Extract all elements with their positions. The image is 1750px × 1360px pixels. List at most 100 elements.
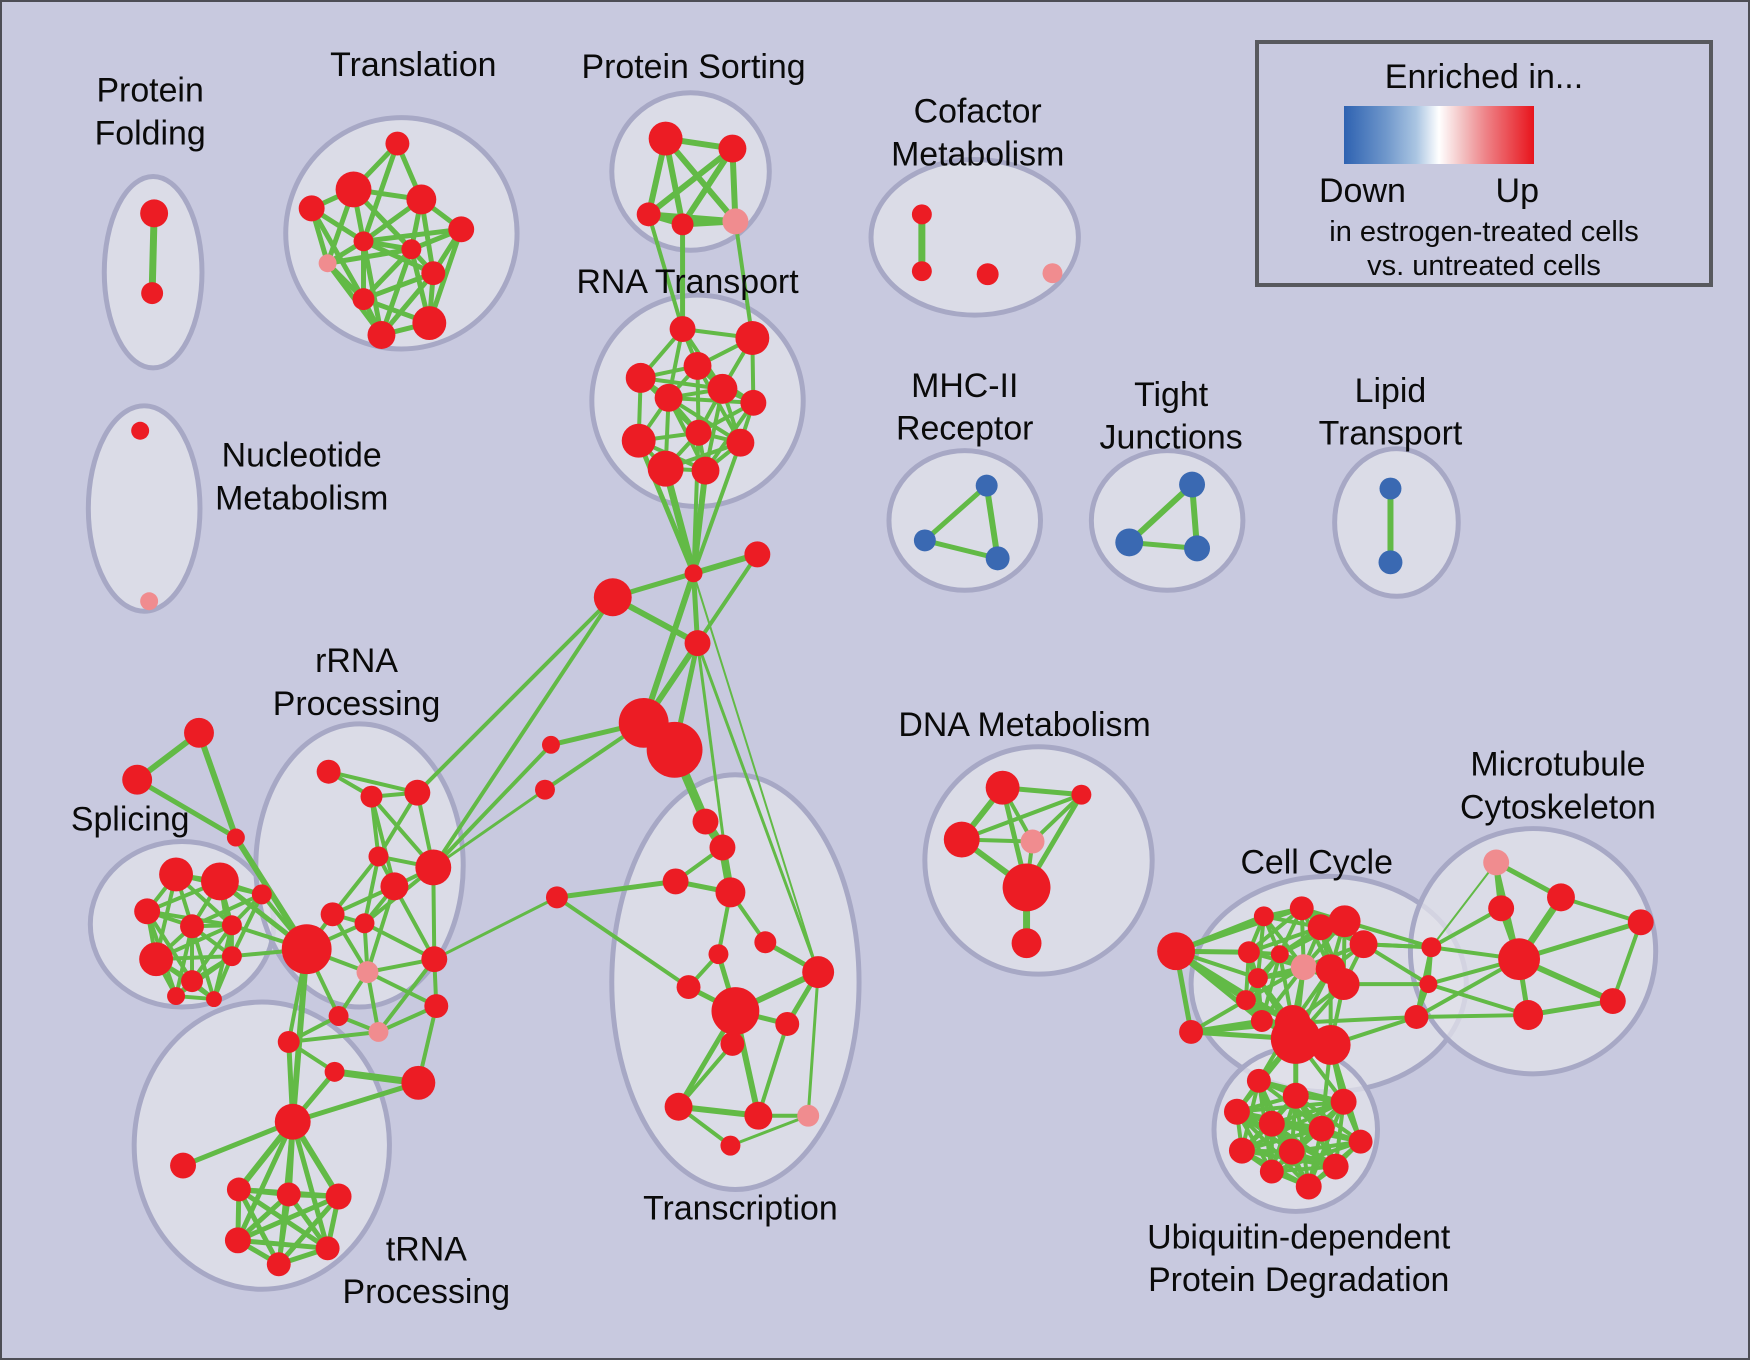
network-edge <box>325 246 414 266</box>
network-edge <box>646 212 685 332</box>
network-edge <box>361 226 464 244</box>
gene-set-node-tj2 <box>1115 528 1144 557</box>
network-edge <box>756 1021 790 1118</box>
cluster-label-translation-line1: Translation <box>330 46 496 84</box>
gene-set-node-f1 <box>541 735 560 754</box>
cluster-label-cofactor-metabolism-line2: Metabolism <box>891 136 1064 174</box>
gene-set-node-cc3 <box>1289 896 1314 921</box>
gene-set-node-tj3 <box>1184 535 1211 562</box>
network-edge <box>235 1193 342 1243</box>
gene-set-node-r11 <box>647 450 684 487</box>
network-edge <box>432 895 559 961</box>
gene-set-node-t9 <box>318 254 337 273</box>
gene-set-node-nm2 <box>140 592 159 611</box>
gene-set-node-t4 <box>406 184 437 215</box>
gene-set-node-tn3 <box>276 1182 301 1207</box>
gene-set-node-cc8 <box>1290 954 1317 981</box>
gene-set-node-rr2 <box>360 785 383 808</box>
gene-set-node-x4 <box>715 877 746 908</box>
gene-set-node-u2 <box>1282 1082 1309 1109</box>
network-edge <box>415 595 615 795</box>
network-edge <box>959 792 1084 842</box>
gene-set-node-mt6 <box>1513 1000 1544 1030</box>
gene-set-node-rr14 <box>401 1065 436 1100</box>
gene-set-node-r5 <box>654 383 683 412</box>
gene-set-node-t11 <box>412 306 447 341</box>
gene-set-node-cc12 <box>1327 968 1360 1001</box>
cluster-label-cell-cycle-line1: Cell Cycle <box>1240 843 1392 881</box>
cluster-label-cofactor-metabolism-line1: Cofactor <box>914 93 1042 131</box>
cluster-label-transcription-line1: Transcription <box>643 1189 838 1227</box>
gene-set-node-r12 <box>691 456 720 485</box>
gene-set-node-pf1 <box>140 199 169 228</box>
gene-set-node-trh <box>274 1103 311 1140</box>
gene-set-node-mh1 <box>975 474 998 497</box>
gene-set-node-d1 <box>985 770 1020 805</box>
network-edge <box>922 483 990 543</box>
gene-set-node-j3 <box>684 630 711 657</box>
network-edge <box>679 145 736 228</box>
network-edge <box>362 854 381 926</box>
network-edge <box>361 246 414 302</box>
network-edge <box>309 205 367 302</box>
gene-set-node-cc1 <box>1179 1019 1204 1044</box>
network-edge <box>431 788 547 869</box>
network-edge <box>1426 982 1531 1018</box>
gene-set-node-t6 <box>401 239 422 260</box>
gene-set-node-ps1 <box>648 121 683 156</box>
gene-set-node-j5 <box>646 721 703 778</box>
gene-set-node-cc5 <box>1328 905 1361 938</box>
gene-set-node-u1 <box>1246 1068 1271 1093</box>
gene-set-node-u4 <box>1223 1098 1250 1125</box>
gene-set-node-cc7 <box>1270 945 1289 964</box>
gene-set-node-tn2 <box>226 1177 251 1202</box>
gene-set-node-m1 <box>744 541 771 568</box>
legend-color-gradient-bar <box>1344 106 1534 164</box>
cluster-label-mhc-ii-receptor-line1: MHC-II <box>911 367 1018 405</box>
network-edge <box>190 923 234 984</box>
legend-box: Enriched in... Down Up in estrogen-treat… <box>1255 40 1713 287</box>
cluster-label-nucleotide-metabolism-line1: Nucleotide <box>222 437 382 475</box>
gene-set-node-mt1 <box>1483 849 1510 876</box>
gene-set-node-d5 <box>1002 863 1051 912</box>
gene-set-node-tn6 <box>315 1236 340 1261</box>
network-edge <box>431 595 615 870</box>
cluster-ellipse-tight-junctions <box>1088 448 1246 593</box>
gene-set-node-rr6 <box>320 902 345 927</box>
network-edge <box>922 537 1001 561</box>
gene-set-node-tr2 <box>122 764 153 795</box>
cluster-label-microtubule-cytoskeleton-line1: Microtubule <box>1470 746 1645 784</box>
network-edge <box>1430 861 1498 949</box>
gene-set-node-mt7 <box>1627 909 1654 936</box>
gene-set-node-mt4 <box>1498 938 1541 981</box>
network-edge <box>361 238 436 276</box>
network-edge <box>645 145 736 218</box>
network-edge <box>554 878 679 900</box>
gene-set-node-lt1 <box>1379 477 1402 500</box>
network-edge <box>1174 906 1304 954</box>
network-edge <box>369 794 397 889</box>
gene-set-node-x3 <box>662 868 689 895</box>
gene-set-node-r9 <box>685 419 712 446</box>
gene-set-node-d3 <box>1071 784 1092 805</box>
cluster-label-protein-folding-line2: Folding <box>95 115 206 153</box>
network-edge <box>640 570 697 726</box>
gene-set-node-t8 <box>421 261 446 286</box>
network-edge <box>196 729 239 841</box>
gene-set-node-r6 <box>707 373 738 404</box>
gene-set-node-ps5 <box>722 208 749 235</box>
network-edge <box>691 440 743 576</box>
legend-down-label: Down <box>1319 172 1406 210</box>
network-edge <box>554 895 691 990</box>
cluster-label-lipid-transport-line2: Transport <box>1319 415 1463 453</box>
gene-set-node-r4 <box>625 362 656 393</box>
gene-set-node-x15 <box>720 1135 741 1156</box>
gene-set-node-d4 <box>1020 829 1045 854</box>
gene-set-node-t12 <box>367 321 396 349</box>
gene-set-node-mcj1 <box>1421 937 1442 958</box>
gene-set-node-mh2 <box>913 529 936 552</box>
gene-set-node-t7 <box>448 216 475 243</box>
cluster-label-protein-folding-line1: Protein <box>96 72 203 110</box>
gene-set-node-cc11 <box>1235 990 1256 1011</box>
